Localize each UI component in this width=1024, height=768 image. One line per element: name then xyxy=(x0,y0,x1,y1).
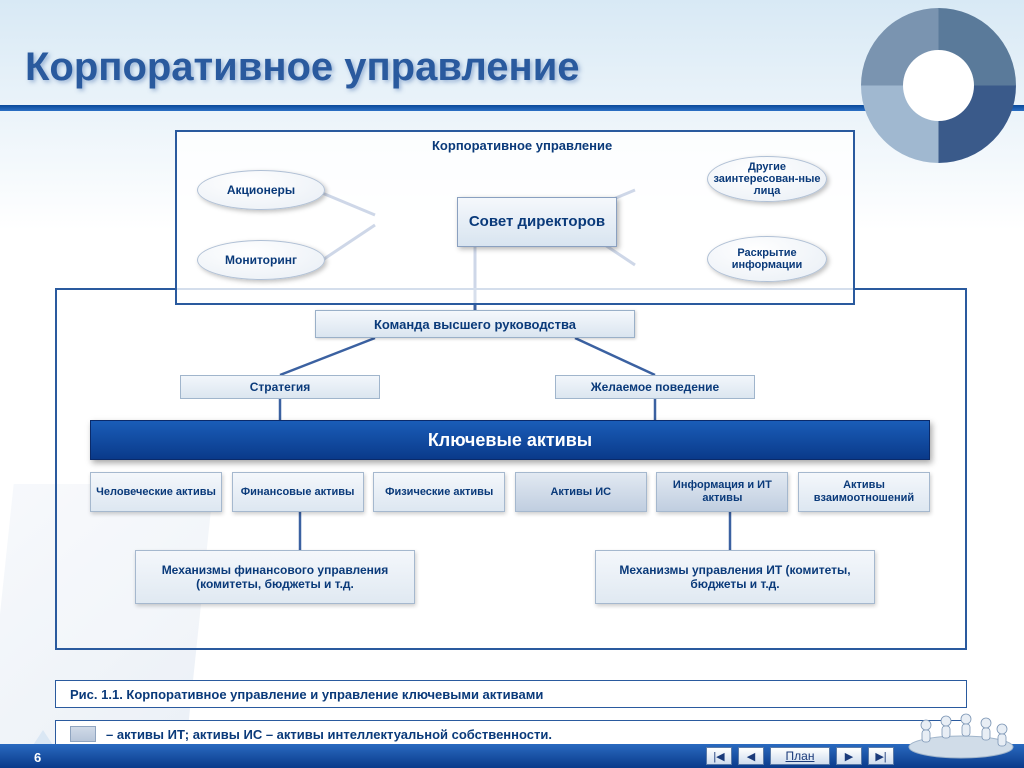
legend-swatch xyxy=(70,726,96,742)
team-box: Команда высшего руководства xyxy=(315,310,635,338)
assets-row: Человеческие активы Финансовые активы Фи… xyxy=(90,472,930,512)
people-decoration xyxy=(906,705,1016,760)
asset-human: Человеческие активы xyxy=(90,472,222,512)
asset-physical: Физические активы xyxy=(373,472,505,512)
page-number: 6 xyxy=(34,750,41,765)
asset-financial: Финансовые активы xyxy=(232,472,364,512)
nav-next-button[interactable]: ▶ xyxy=(836,747,862,765)
mechanism-it: Механизмы управления ИТ (комитеты, бюдже… xyxy=(595,550,875,604)
figure-caption: Рис. 1.1. Корпоративное управление и упр… xyxy=(55,680,967,708)
nav-plan-button[interactable]: План xyxy=(770,747,830,765)
key-assets-bar: Ключевые активы xyxy=(90,420,930,460)
nav-controls: |◀ ◀ План ▶ ▶| xyxy=(706,747,894,765)
ellipse-disclosure: Раскрытие информации xyxy=(707,236,827,282)
asset-is: Активы ИС xyxy=(515,472,647,512)
governance-label: Корпоративное управление xyxy=(432,138,612,153)
strategy-box: Стратегия xyxy=(180,375,380,399)
slide-title: Корпоративное управление xyxy=(25,45,580,90)
asset-it: Информация и ИТ активы xyxy=(656,472,788,512)
mechanism-finance: Механизмы финансового управления (комите… xyxy=(135,550,415,604)
board-box: Совет директоров xyxy=(457,197,617,247)
ellipse-shareholders: Акционеры xyxy=(197,170,325,210)
ellipse-stakeholders: Другие заинтересован-ные лица xyxy=(707,156,827,202)
legend-text: – активы ИТ; активы ИС – активы интеллек… xyxy=(106,727,552,742)
nav-last-button[interactable]: ▶| xyxy=(868,747,894,765)
diagram: Корпоративное управление Акционеры Монит… xyxy=(55,130,967,650)
behavior-box: Желаемое поведение xyxy=(555,375,755,399)
ellipse-monitoring: Мониторинг xyxy=(197,240,325,280)
governance-box: Корпоративное управление Акционеры Монит… xyxy=(175,130,855,305)
caption-text: Рис. 1.1. Корпоративное управление и упр… xyxy=(70,687,543,702)
nav-first-button[interactable]: |◀ xyxy=(706,747,732,765)
asset-relations: Активы взаимоотношений xyxy=(798,472,930,512)
nav-prev-button[interactable]: ◀ xyxy=(738,747,764,765)
